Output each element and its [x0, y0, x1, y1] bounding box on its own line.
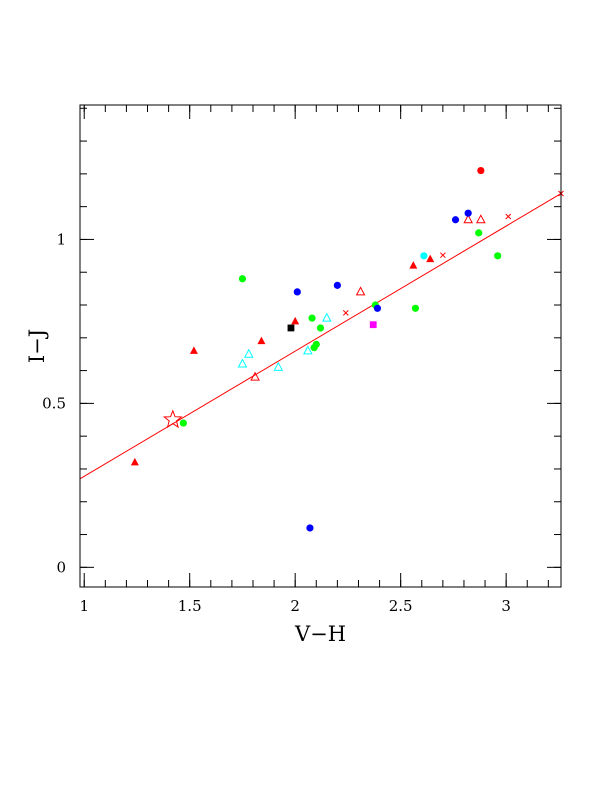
y-tick-label: 1 — [56, 230, 66, 248]
filled-triangle-marker — [130, 457, 139, 466]
filled-circle-marker — [316, 324, 325, 332]
filled-circle-marker — [373, 304, 382, 312]
x-tick-label: 1.5 — [178, 597, 202, 615]
open-triangle-marker — [273, 361, 284, 371]
filled-triangle-marker — [409, 261, 418, 269]
x-tick-label: 2 — [290, 597, 300, 615]
filled-triangle-marker — [426, 254, 435, 263]
filled-circle-marker — [293, 288, 301, 296]
open-triangle-marker — [476, 214, 486, 224]
open-triangle-marker — [321, 312, 332, 322]
filled-circle-marker — [312, 340, 320, 348]
filled-circle-marker — [333, 281, 341, 289]
open-triangle-marker — [355, 286, 366, 296]
filled-circle-marker — [238, 275, 247, 283]
open-triangle-marker — [250, 371, 260, 381]
open-triangle-marker — [237, 358, 248, 368]
filled-circle-marker — [179, 419, 187, 427]
open-triangle-marker — [243, 348, 254, 358]
filled-circle-marker — [475, 229, 483, 237]
open-triangle-marker — [463, 214, 474, 224]
x-tick-label: 2.5 — [389, 597, 413, 615]
filled-circle-marker — [464, 209, 472, 217]
y-tick-label: 0 — [56, 558, 66, 576]
filled-circle-marker — [494, 252, 502, 260]
line-cross-marker — [440, 252, 446, 259]
fit-line — [79, 193, 562, 480]
x-tick-label: 3 — [501, 597, 511, 615]
open-triangle-marker — [303, 345, 313, 355]
line-cross-marker — [342, 310, 349, 316]
filled-triangle-marker — [189, 346, 198, 354]
open-star-marker — [162, 409, 183, 429]
x-axis-label: V−H — [294, 622, 346, 646]
filled-circle-marker — [477, 166, 485, 175]
plot-frame — [79, 104, 562, 588]
x-tick-label: 1 — [79, 597, 89, 615]
filled-circle-marker — [411, 304, 420, 312]
filled-triangle-marker — [257, 336, 266, 345]
filled-circle-marker — [306, 524, 314, 532]
filled-square-marker — [369, 321, 377, 329]
filled-triangle-marker — [291, 316, 300, 325]
filled-circle-marker — [451, 216, 460, 224]
y-tick-label: 0.5 — [42, 394, 66, 412]
y-axis-label: I−J — [25, 329, 49, 363]
filled-circle-marker — [308, 314, 316, 322]
filled-square-marker — [287, 324, 295, 332]
line-cross-marker — [505, 213, 512, 220]
filled-circle-marker — [420, 252, 428, 260]
